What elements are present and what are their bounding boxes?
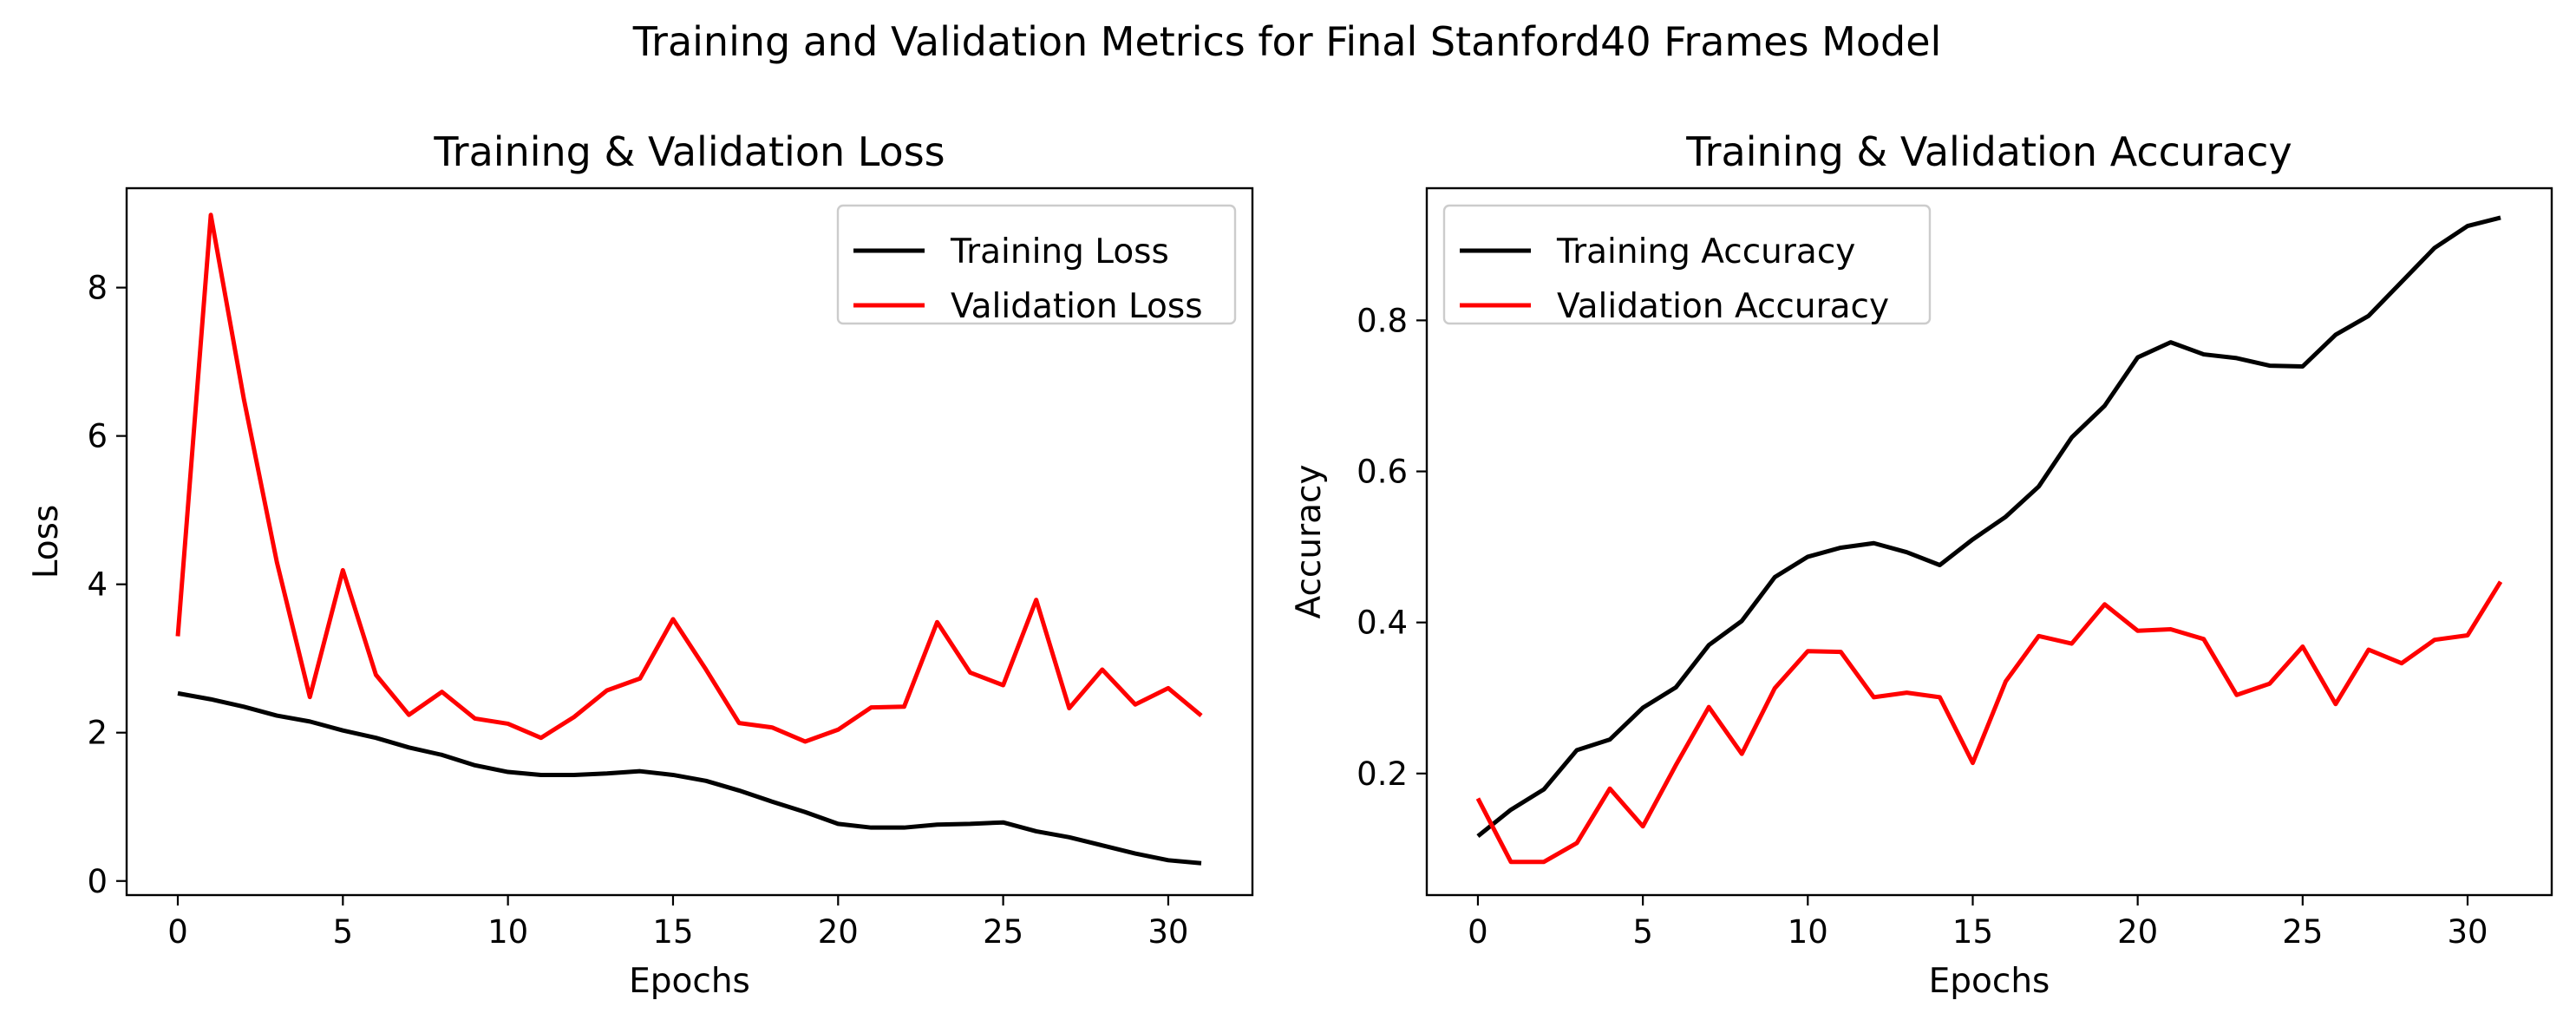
y-tick-label: 0.2 (1357, 755, 1408, 793)
x-tick-label: 5 (1632, 913, 1653, 951)
x-tick-label: 0 (1468, 913, 1488, 951)
y-axis-label: Accuracy (1290, 464, 1329, 618)
x-tick-label: 20 (818, 913, 859, 951)
x-tick-label: 10 (1788, 913, 1828, 951)
x-tick-label: 15 (1952, 913, 1993, 951)
panel-title: Training & Validation Loss (433, 128, 945, 175)
x-tick-label: 5 (333, 913, 354, 951)
x-axis-label: Epochs (1929, 962, 2050, 1001)
y-tick-label: 0 (87, 863, 108, 900)
x-tick-label: 20 (2117, 913, 2158, 951)
legend-label: Validation Loss (951, 287, 1203, 326)
figure-title: Training and Validation Metrics for Fina… (632, 18, 1942, 65)
x-tick-label: 0 (167, 913, 188, 951)
series-line-training-accuracy (1476, 215, 2501, 839)
y-tick-label: 6 (87, 418, 108, 455)
legend-label: Validation Accuracy (1557, 287, 1889, 326)
legend: Training Loss Validation Loss (836, 204, 1237, 326)
series-line-validation-accuracy (1475, 580, 2503, 865)
y-tick-label: 2 (87, 715, 108, 752)
plot-area-frame (1425, 186, 2553, 897)
x-tick-label: 30 (1147, 913, 1188, 951)
x-tick-label: 30 (2447, 913, 2488, 951)
x-tick-label: 25 (2282, 913, 2323, 951)
legend-label: Training Loss (950, 232, 1169, 271)
x-axis-label: Epochs (629, 962, 750, 1001)
y-axis-label: Loss (27, 505, 66, 579)
x-tick-label: 10 (487, 913, 528, 951)
legend: Training Accuracy Validation Accuracy (1442, 204, 1932, 326)
chart-panel-2: Training & Validation Accuracy 0 5 10 15 20 25… (1290, 128, 2553, 1001)
legend-frame (836, 204, 1237, 325)
panel-title: Training & Validation Accuracy (1685, 128, 2292, 175)
y-tick-label: 0.4 (1357, 605, 1408, 642)
series-line-training-loss (177, 690, 1202, 866)
y-tick-label: 8 (87, 270, 108, 307)
series-line-validation-loss (175, 212, 1203, 744)
y-tick-label: 0.8 (1357, 302, 1408, 339)
y-tick-label: 4 (87, 566, 108, 604)
legend-label: Training Accuracy (1556, 232, 1855, 271)
x-tick-label: 15 (652, 913, 693, 951)
y-tick-label: 0.6 (1357, 454, 1408, 491)
legend-frame (1442, 204, 1932, 325)
x-tick-label: 25 (983, 913, 1023, 951)
chart-panel-1: Training & Validation Loss 0 5 10 15 20 25 30 0 2… (27, 128, 1254, 1001)
plot-area-frame (125, 186, 1254, 897)
